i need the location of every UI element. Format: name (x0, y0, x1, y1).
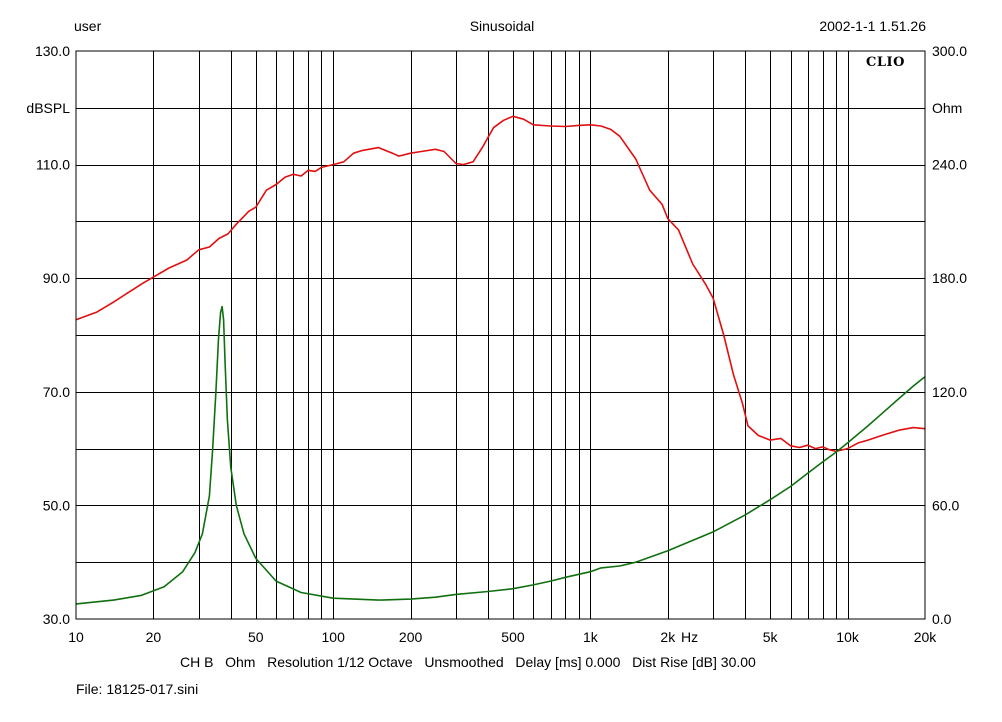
x-tick-label: 5k (763, 629, 779, 645)
left-tick-label: 110.0 (36, 157, 70, 173)
left-tick-label: 130.0 (35, 43, 70, 59)
x-unit-label: Hz (681, 629, 698, 645)
right-tick-label: 300.0 (932, 43, 967, 59)
x-tick-label: 2k (660, 629, 676, 645)
left-tick-label: 90.0 (43, 270, 70, 286)
plot-grid (76, 51, 925, 619)
left-tick-label: 30.0 (43, 611, 70, 627)
brand-logo-background (864, 52, 912, 70)
left-tick-labels: 130.0 110.0 90.0 70.0 50.0 30.0 (35, 43, 70, 627)
spl-curve (75, 115, 926, 453)
x-tick-label: 100 (322, 629, 346, 645)
left-tick-label: 70.0 (43, 384, 70, 400)
header-timestamp: 2002-1-1 1.51.26 (819, 18, 926, 34)
x-tick-label: 10k (836, 629, 860, 645)
right-tick-label: 180.0 (932, 270, 967, 286)
x-tick-label: 200 (399, 629, 423, 645)
right-tick-label: 240.0 (932, 157, 967, 173)
impedance-curve (75, 305, 926, 605)
file-name: File: 18125-017.sini (76, 681, 199, 697)
x-tick-label: 10 (68, 629, 84, 645)
right-tick-label: 0.0 (932, 611, 952, 627)
x-tick-label: 20k (914, 629, 938, 645)
x-tick-label: 20 (146, 629, 162, 645)
x-tick-label: 500 (501, 629, 525, 645)
measurement-settings: CH B Ohm Resolution 1/12 Octave Unsmooth… (180, 654, 756, 670)
plot-frame (75, 50, 926, 620)
right-tick-label: 120.0 (932, 384, 967, 400)
header-user: user (74, 18, 102, 34)
left-tick-label: 50.0 (43, 497, 70, 513)
plot-series (75, 115, 926, 605)
x-tick-labels: 10 20 50 100 200 500 1k 2k 5k 10k 20k (68, 629, 937, 645)
right-tick-label: 60.0 (932, 497, 959, 513)
right-tick-labels: 300.0 240.0 180.0 120.0 60.0 0.0 (932, 43, 967, 627)
left-axis-label: dBSPL (26, 100, 70, 116)
x-tick-label: 1k (583, 629, 599, 645)
clio-logo: CLIO (866, 55, 905, 70)
x-tick-label: 50 (248, 629, 264, 645)
right-axis-label: Ohm (932, 100, 962, 116)
header-title: Sinusoidal (470, 18, 535, 34)
